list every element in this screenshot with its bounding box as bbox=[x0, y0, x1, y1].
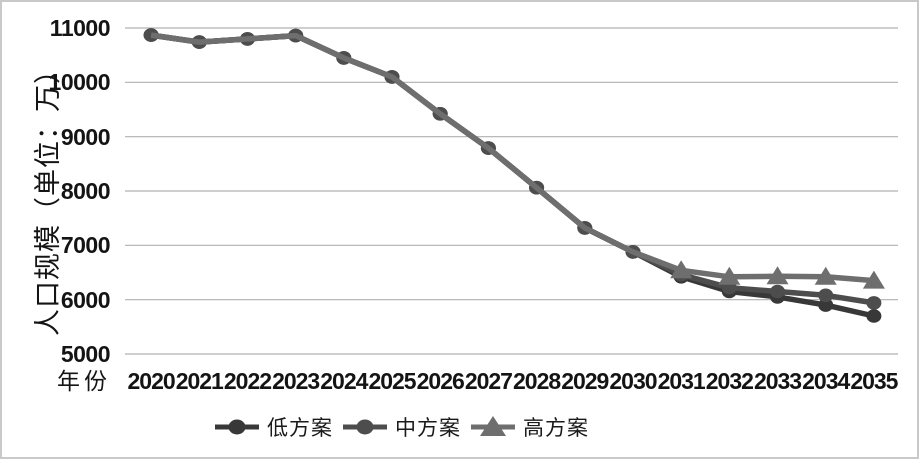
y-tick-label: 10000 bbox=[48, 69, 111, 96]
oval-marker bbox=[866, 309, 882, 323]
legend-oval-marker-icon bbox=[215, 419, 259, 435]
x-tick-label: 2025 bbox=[368, 368, 416, 394]
oval-marker bbox=[770, 284, 785, 299]
x-tick-label: 2034 bbox=[802, 368, 850, 394]
x-tick-label: 2022 bbox=[223, 368, 272, 394]
triangle-marker bbox=[718, 266, 741, 285]
x-tick-label: 2027 bbox=[464, 368, 513, 394]
x-tick-label: 2032 bbox=[705, 368, 754, 394]
x-tick-label: 2033 bbox=[753, 368, 802, 394]
triangle-marker bbox=[670, 260, 693, 279]
x-axis-title: 年份 bbox=[57, 369, 111, 395]
oval-marker bbox=[818, 288, 834, 303]
legend-item: 低方案 bbox=[214, 412, 333, 442]
y-tick-label: 11000 bbox=[49, 15, 111, 41]
x-tick-label: 2035 bbox=[850, 368, 898, 394]
x-tick-label: 2020 bbox=[127, 368, 176, 394]
legend-item: 中方案 bbox=[342, 412, 461, 442]
series-line-高方案 bbox=[150, 32, 875, 284]
triangle-marker bbox=[766, 266, 789, 285]
oval-marker bbox=[818, 298, 834, 312]
x-tick-label: 2030 bbox=[609, 368, 657, 394]
x-tick-label: 2024 bbox=[320, 368, 368, 394]
y-tick-label: 9000 bbox=[60, 123, 111, 150]
legend-label: 低方案 bbox=[267, 416, 333, 440]
x-tick-label: 2026 bbox=[416, 368, 465, 394]
legend-label: 高方案 bbox=[523, 416, 589, 440]
y-tick-label: 7000 bbox=[60, 232, 111, 259]
y-tick-label: 8000 bbox=[60, 178, 111, 204]
x-tick-label: 2028 bbox=[513, 368, 561, 394]
legend: 低方案 中方案 高方案 bbox=[214, 412, 589, 442]
x-tick-label: 2029 bbox=[561, 368, 609, 394]
triangle-marker bbox=[814, 266, 837, 285]
legend-item: 高方案 bbox=[470, 412, 589, 442]
x-tick-label: 2021 bbox=[175, 368, 224, 394]
x-tick-label: 2023 bbox=[272, 368, 320, 394]
triangle-marker bbox=[862, 270, 885, 289]
oval-marker bbox=[866, 296, 882, 310]
legend-label: 中方案 bbox=[395, 416, 461, 440]
y-tick-label: 6000 bbox=[60, 286, 111, 313]
legend-oval-marker-icon bbox=[343, 419, 387, 435]
y-tick-label: 5000 bbox=[60, 341, 111, 367]
x-tick-label: 2031 bbox=[657, 368, 706, 394]
legend-triangle-marker-icon bbox=[471, 416, 515, 436]
